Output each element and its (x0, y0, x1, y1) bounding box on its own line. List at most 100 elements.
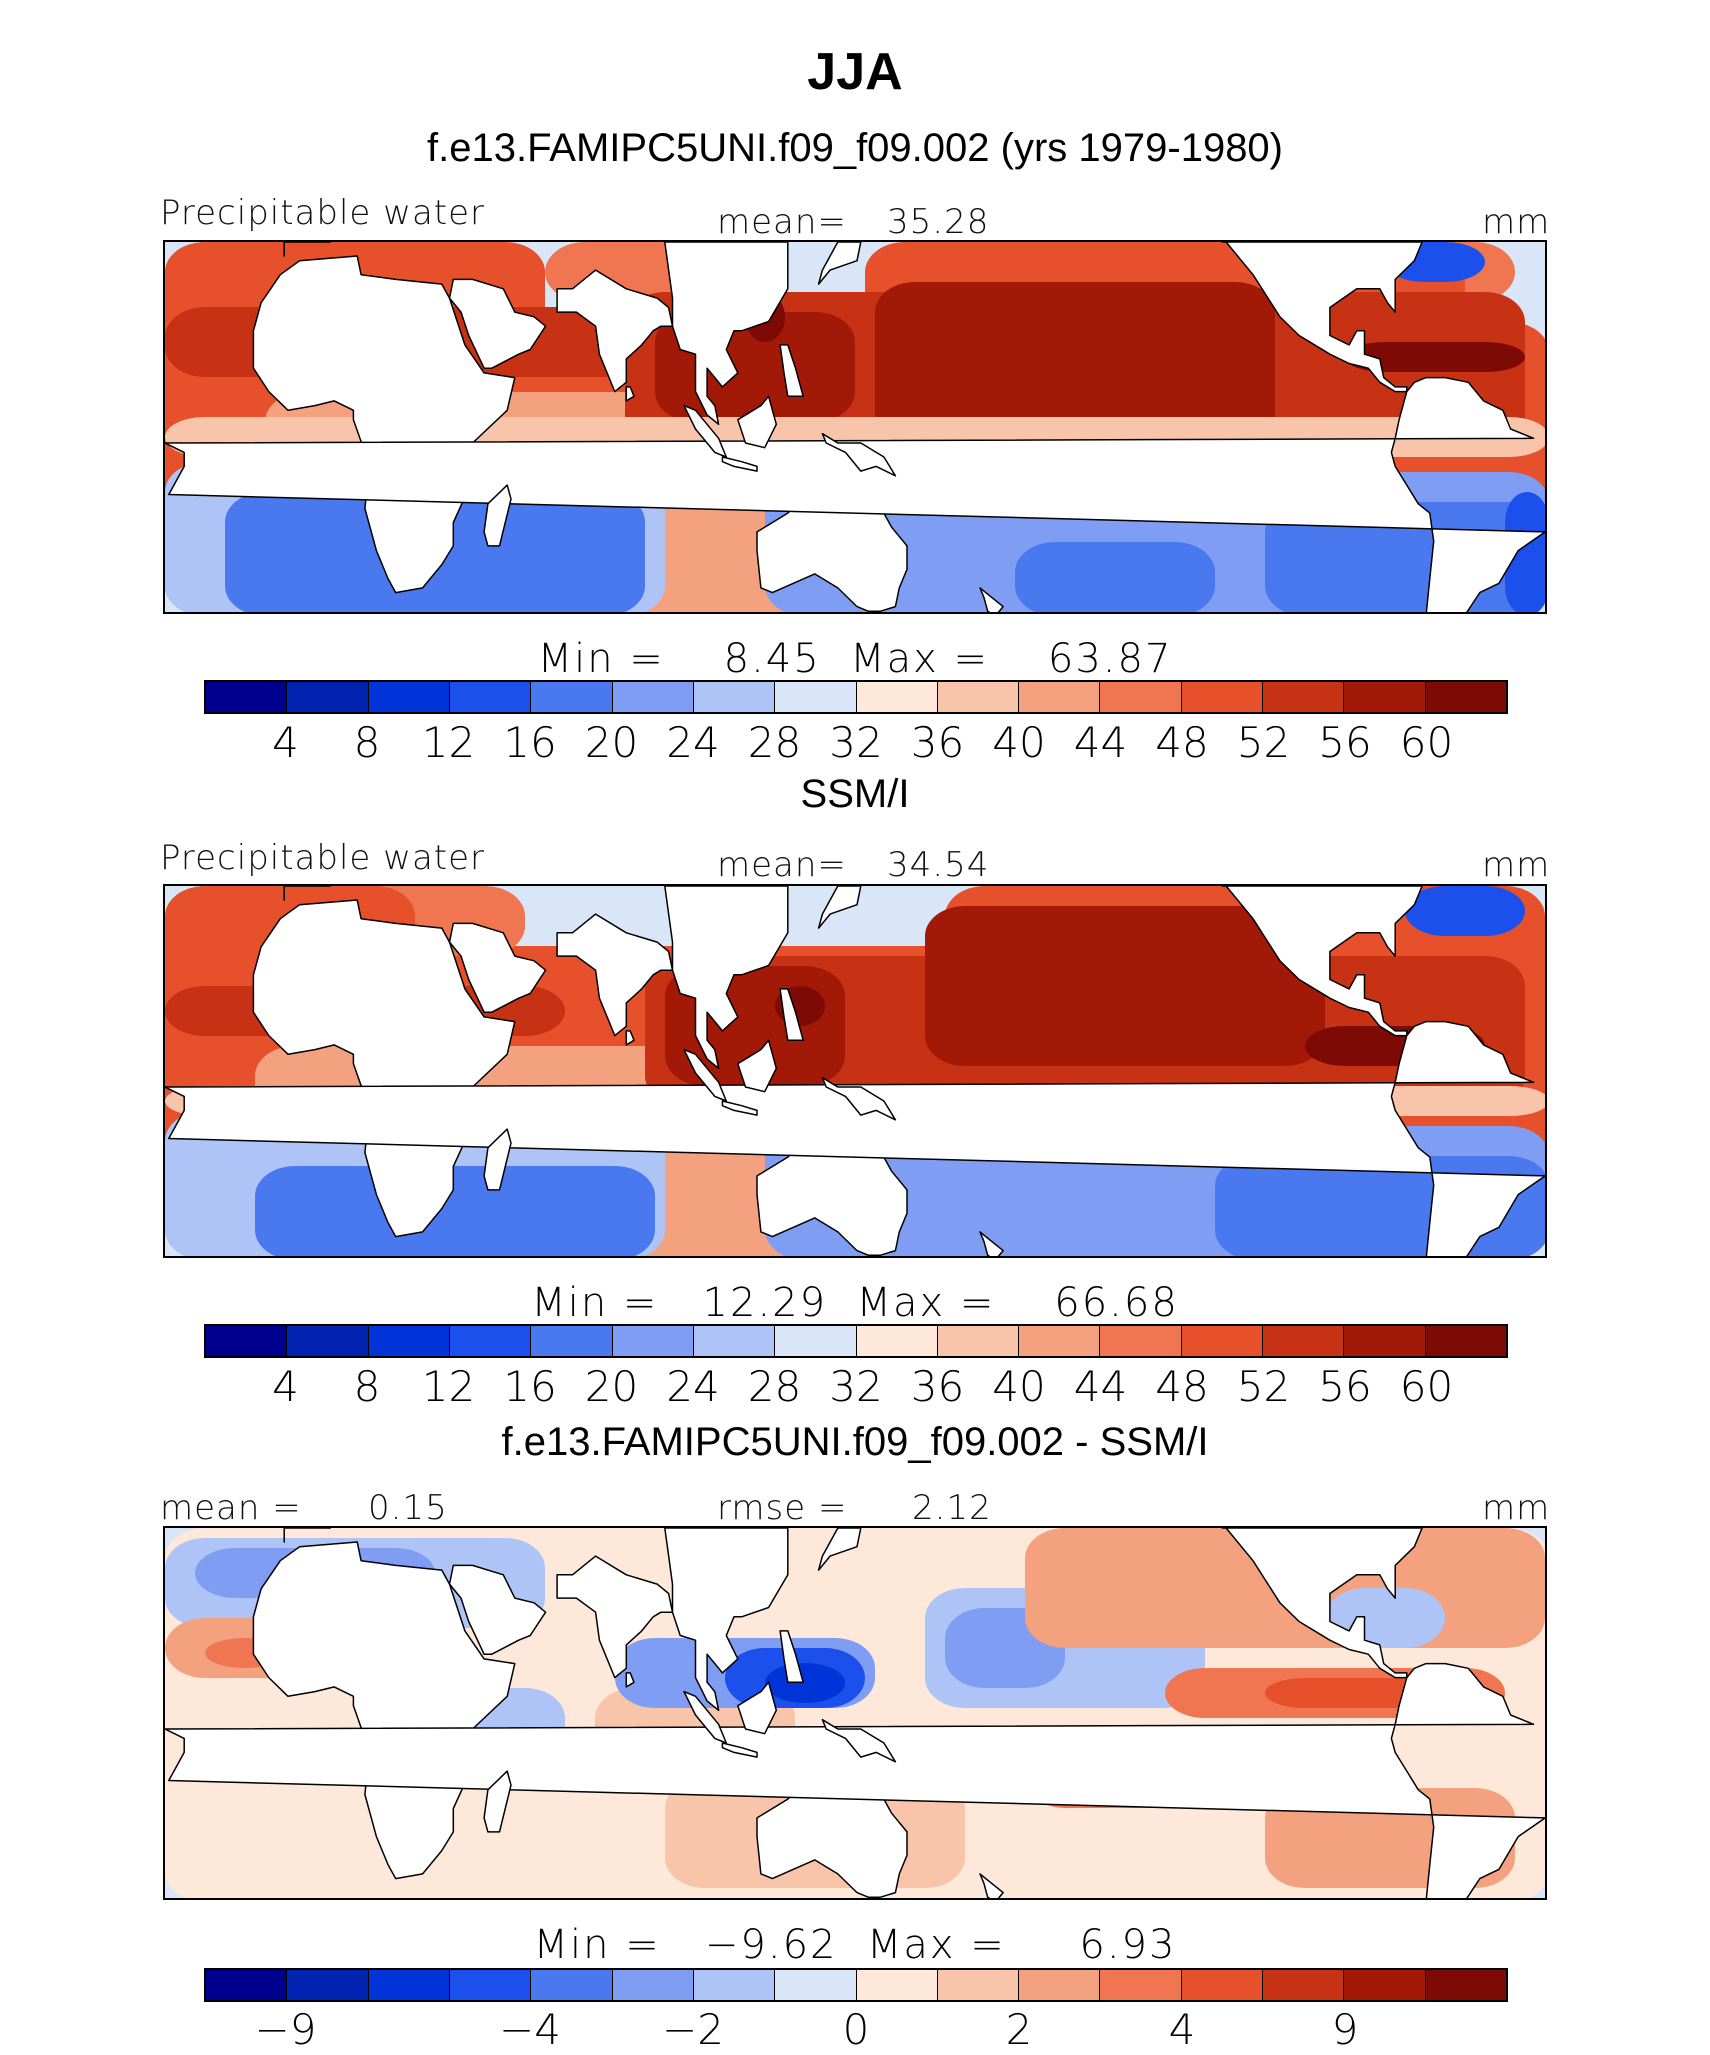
colorbar-tick-label: 56 (1318, 1362, 1372, 1411)
colorbar-cell (693, 682, 776, 712)
colorbar-tick-label: 52 (1236, 1362, 1291, 1411)
namerica-coastline (1221, 242, 1423, 393)
colorbar-cell (368, 1326, 450, 1356)
india-coastline (556, 913, 674, 1037)
newguinea-coastline (821, 1076, 897, 1121)
panel1-map (163, 240, 1547, 614)
colorbar-cell (206, 1970, 288, 2000)
philippines-coastline (779, 988, 804, 1042)
africa-coastline (252, 1541, 516, 1880)
contour-band (1345, 342, 1525, 372)
colorbar-tick-label: 40 (992, 1362, 1046, 1411)
india-coastline (556, 269, 674, 393)
colorbar-cell (287, 1970, 369, 2000)
arabia-coastline (448, 1564, 547, 1655)
panel3-title: f.e13.FAMIPC5UNI.f09_f09.002 - SSM/I (501, 1420, 1209, 1464)
madagascar-coastline (483, 484, 512, 547)
colorbar-tick-label: −9 (254, 2005, 317, 2054)
colorbar-cell (1263, 682, 1345, 712)
seasia-coastline (664, 1528, 789, 1712)
contour-band (875, 282, 1275, 452)
namerica-coastline (1221, 1528, 1423, 1679)
srilanka-coastline (625, 1672, 635, 1688)
java-coastline (721, 1100, 758, 1116)
colorbar-tick-label: 28 (747, 1362, 802, 1411)
figure-title: JJA (807, 43, 903, 101)
panel2-variable: Precipitable water (160, 838, 486, 878)
panel2-colorbar (204, 1324, 1508, 1358)
colorbar-cell (1019, 1326, 1101, 1356)
samerica-coastline (165, 1020, 1545, 1256)
contour-band (1015, 542, 1215, 612)
colorbar-cell (1425, 1970, 1506, 2000)
panel3-map (163, 1526, 1547, 1900)
nz-coastline (979, 587, 1004, 612)
panel1-mean-label: mean= (717, 202, 847, 242)
philippines-coastline (779, 1630, 804, 1684)
panel2-title: SSM/I (800, 772, 910, 816)
contour-band (925, 906, 1325, 1066)
borneo-coastline (737, 1039, 778, 1093)
colorbar-cell (856, 1970, 938, 2000)
srilanka-coastline (625, 1030, 635, 1046)
panel3-colorbar (204, 1968, 1508, 2002)
colorbar-cell (531, 682, 613, 712)
panel1-units: mm (1482, 202, 1551, 242)
colorbar-tick-label: 4 (272, 1362, 299, 1411)
colorbar-tick-label: 48 (1155, 718, 1209, 767)
contour-band (765, 1663, 845, 1703)
japan-coastline (817, 886, 862, 929)
borneo-coastline (737, 1681, 778, 1735)
colorbar-cell (937, 1970, 1020, 2000)
panel2-map (163, 884, 1547, 1258)
colorbar-cell (206, 682, 288, 712)
colorbar-cell (1344, 1326, 1426, 1356)
colorbar-tick-label: 12 (421, 1362, 476, 1411)
colorbar-tick-label: 48 (1155, 1362, 1209, 1411)
panel2-field (165, 886, 1545, 1256)
colorbar-cell (1425, 1326, 1506, 1356)
colorbar-cell (856, 682, 938, 712)
colorbar-tick-label: 4 (1168, 2005, 1196, 2054)
panel1-mean-value: 35.28 (887, 202, 990, 242)
colorbar-cell (287, 1326, 369, 1356)
colorbar-cell (449, 1326, 532, 1356)
colorbar-cell (1181, 1970, 1264, 2000)
colorbar-cell (368, 1970, 450, 2000)
colorbar-cell (1263, 1970, 1345, 2000)
colorbar-tick-label: −2 (662, 2005, 724, 2054)
colorbar-cell (368, 682, 450, 712)
india-coastline (556, 1555, 674, 1679)
nz-coastline (979, 1231, 1004, 1256)
panel2-colorbar-ticks: 4 8 12 16 20 24 28 32 36 40 44 48 52 56 60 (204, 1362, 1508, 1412)
panel3-rmse-label: rmse = (717, 1488, 848, 1528)
seasia-coastline (664, 242, 789, 426)
colorbar-cell (775, 1326, 857, 1356)
africa-coastline (252, 899, 516, 1238)
nz-coastline (979, 1873, 1004, 1898)
panel3-field (165, 1528, 1545, 1898)
java-coastline (721, 1742, 758, 1758)
colorbar-tick-label: 36 (910, 718, 965, 767)
sumatra-coastline (683, 404, 728, 458)
colorbar-cell (1344, 1970, 1426, 2000)
panel1-field (165, 242, 1545, 612)
contour-band (1505, 492, 1545, 612)
sumatra-coastline (683, 1690, 728, 1744)
panel3-mean-value: 0.15 (368, 1488, 448, 1528)
africa-coastline (252, 255, 516, 594)
samerica-coastline (165, 376, 1545, 612)
colorbar-cell (287, 682, 369, 712)
colorbar-cell (693, 1326, 776, 1356)
colorbar-cell (449, 1970, 532, 2000)
colorbar-tick-label: 60 (1399, 1362, 1454, 1411)
colorbar-tick-label: 9 (1331, 2005, 1359, 2054)
panel3-units: mm (1482, 1488, 1551, 1528)
colorbar-tick-label: 8 (353, 718, 381, 767)
panel3-mean-label: mean = (160, 1488, 302, 1528)
panel1-colorbar (204, 680, 1508, 714)
srilanka-coastline (625, 386, 635, 402)
colorbar-cell (206, 1326, 288, 1356)
colorbar-tick-label: 8 (353, 1362, 381, 1411)
panel3-rmse-value: 2.12 (912, 1488, 992, 1528)
